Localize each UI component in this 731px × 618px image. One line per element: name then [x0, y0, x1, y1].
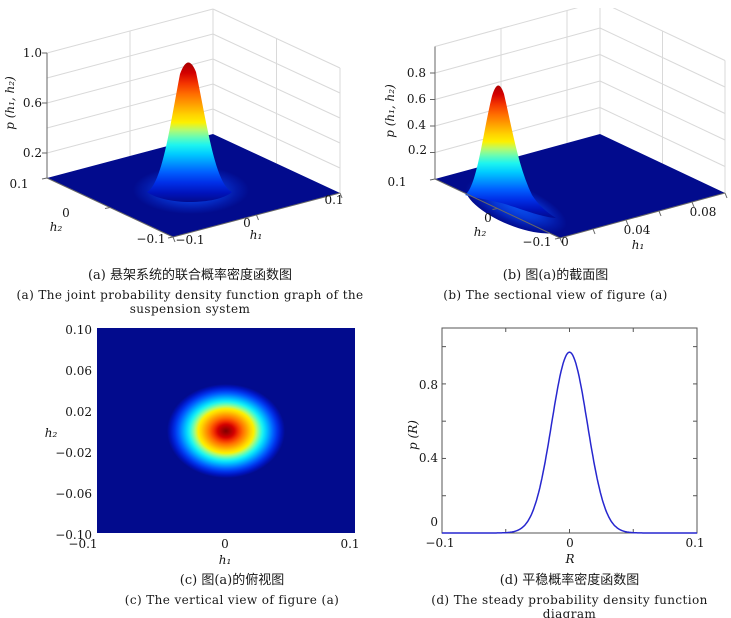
caption-b-zh: (b) 图(a)的截面图 [502, 268, 609, 283]
caption-a-en: (a) The joint probability density functi… [16, 288, 364, 316]
heatmap-c [97, 328, 355, 533]
panel-d-xtick-1: −0.1 [425, 536, 455, 550]
caption-d-en: (d) The steady probability density funct… [431, 593, 708, 618]
panel-b-ztick-2: 0.6 [406, 92, 426, 106]
caption-b-en: (b) The sectional view of figure (a) [443, 288, 668, 302]
surface-plot-b [429, 8, 728, 244]
panel-b-xtick-2: 0.04 [623, 223, 651, 237]
plot-d-frame [441, 327, 698, 534]
panel-a-ztick-1: 1.0 [22, 46, 42, 60]
panel-c-xtick-2: 0 [221, 537, 229, 551]
panel-d-ytick-2: 0.4 [418, 451, 438, 465]
panel-c-yaxis-label: h₂ [44, 426, 58, 440]
panel-b-ytick-2: 0 [484, 211, 492, 225]
panel-c-xaxis-label: h₁ [218, 553, 232, 567]
panel-c-ytick-3: 0.02 [65, 405, 92, 419]
panel-d-xaxis-label: R [565, 552, 575, 566]
pdf-curve [442, 351, 697, 534]
panel-a-yaxis-label: h₂ [49, 220, 63, 234]
panel-d-xtick-2: 0 [566, 536, 574, 550]
panel-b-ytick-3: −0.1 [522, 235, 552, 249]
panel-b-ytick-1: 0.1 [387, 175, 407, 189]
figure-panel-a: 1.0 0.6 0.2 p (h₁, h₂) 0.1 0 h₂ −0.1 −0.… [0, 8, 366, 260]
gaussian-section-b [465, 85, 556, 218]
panel-d-xtick-3: 0.1 [685, 536, 705, 550]
figure-panel-c: 0.10 0.06 0.02 −0.02 −0.06 −0.10 h₂ −0.1… [20, 323, 400, 587]
panel-b-xtick-1: 0 [561, 235, 569, 249]
panel-a-xtick-3: 0.1 [324, 193, 344, 207]
panel-a-zaxis-label: p (h₁, h₂) [3, 76, 17, 130]
panel-a-xtick-1: −0.1 [175, 233, 205, 247]
panel-c-ytick-5: −0.06 [55, 487, 92, 501]
panel-b-ztick-3: 0.4 [406, 118, 426, 132]
panel-a-ytick-2: 0 [62, 206, 70, 220]
panel-c-ytick-4: −0.02 [55, 446, 92, 460]
panel-c-ytick-6: −0.10 [55, 528, 92, 542]
panel-a-ztick-2: 0.6 [22, 96, 42, 110]
panel-a-ytick-1: 0.1 [9, 177, 29, 191]
panel-a-xaxis-label: h₁ [249, 228, 263, 242]
figure-panel-d: 0.8 0.4 0 p (R) −0.1 0 0.1 R [400, 325, 731, 587]
figure-panel-b: 0.8 0.6 0.4 0.2 p (h₁, h₂) 0.1 0 h₂ −0.1… [366, 8, 731, 260]
panel-d-ytick-1: 0.8 [418, 378, 438, 392]
caption-a-zh: (a) 悬架系统的联合概率密度函数图 [87, 268, 293, 283]
axes-lines-a [41, 52, 343, 243]
panel-c-xtick-3: 0.1 [340, 537, 360, 551]
panel-c-xtick-1: −0.1 [68, 537, 98, 551]
panel-a-ztick-3: 0.2 [22, 146, 42, 160]
panel-b-zaxis-label: p (h₁, h₂) [383, 84, 397, 138]
line-plot-d [441, 327, 698, 534]
panel-b-ztick-4: 0.2 [407, 143, 427, 157]
panel-d-ytick-3: 0 [430, 515, 438, 529]
panel-b-yaxis-label: h₂ [473, 225, 487, 239]
panel-c-ytick-2: 0.06 [65, 364, 92, 378]
panel-a-xtick-2: 0 [243, 216, 251, 230]
caption-c-zh: (c) 图(a)的俯视图 [179, 573, 285, 588]
panel-b-ztick-1: 0.8 [406, 66, 426, 80]
axes-lines-b [429, 46, 728, 244]
panel-b-xtick-3: 0.08 [689, 205, 717, 219]
panel-b-xaxis-label: h₁ [631, 238, 645, 252]
surface-plot-a [41, 8, 343, 243]
panel-c-ytick-1: 0.10 [65, 323, 92, 337]
caption-d-zh: (d) 平稳概率密度函数图 [499, 573, 640, 588]
axes-walls-a [46, 8, 341, 193]
density-blob [167, 383, 285, 478]
gaussian-peak-a [147, 62, 232, 202]
panel-a-ytick-3: −0.1 [136, 232, 166, 246]
panel-d-yaxis-label: p (R) [406, 420, 420, 450]
caption-c-en: (c) The vertical view of figure (a) [124, 593, 340, 607]
